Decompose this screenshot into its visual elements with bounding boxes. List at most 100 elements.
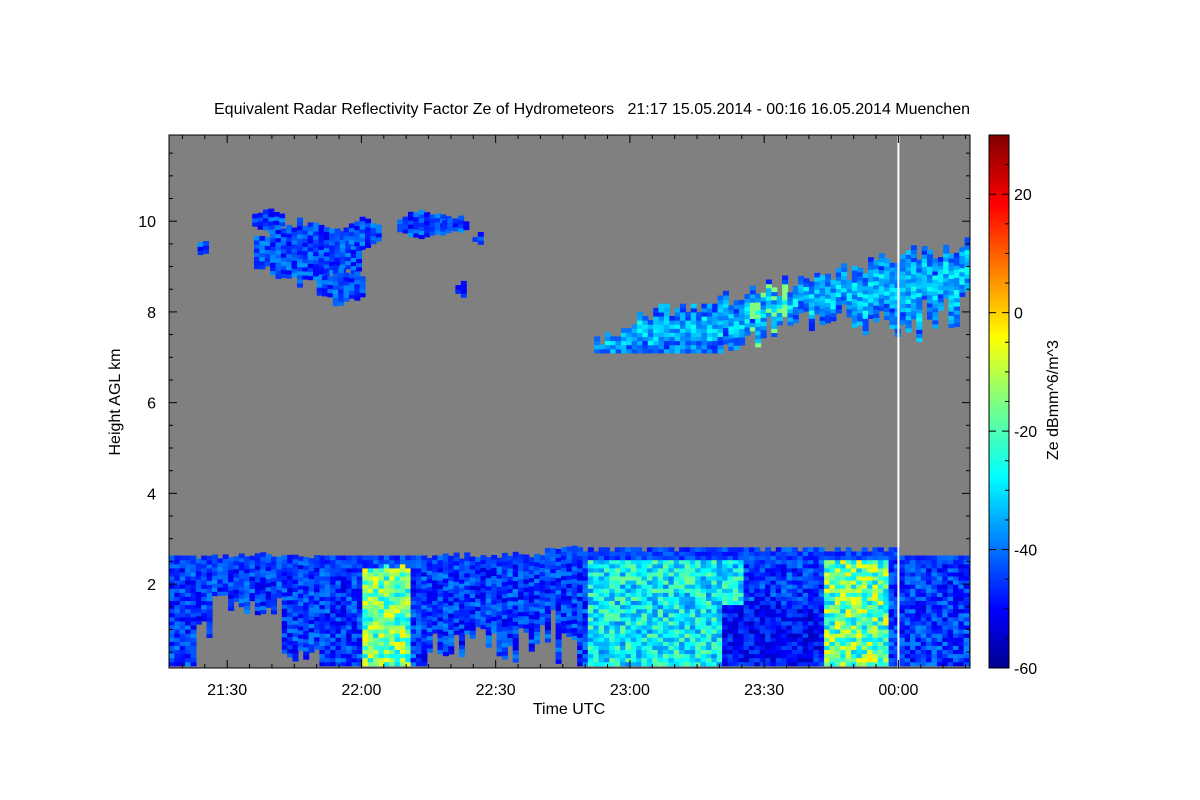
echo-cell — [555, 589, 562, 595]
echo-cell — [877, 588, 884, 593]
echo-cell — [442, 578, 449, 583]
echo-cell — [927, 306, 933, 312]
echo-cell — [442, 643, 449, 648]
echo-cell — [222, 562, 229, 568]
echo-cell — [716, 657, 723, 663]
echo-cell — [872, 608, 879, 614]
echo-cell — [706, 344, 713, 350]
echo-cell — [700, 547, 707, 552]
echo-cell — [577, 571, 584, 577]
echo-cell — [614, 584, 621, 589]
echo-cell — [706, 633, 712, 638]
echo-cell — [330, 575, 337, 581]
echo-cell — [888, 612, 895, 618]
echo-cell — [405, 637, 412, 642]
echo-cell — [748, 645, 755, 650]
echo-cell — [889, 291, 896, 297]
echo-cell — [561, 575, 567, 581]
echo-cell — [610, 340, 617, 346]
echo-cell — [249, 580, 256, 585]
echo-cell — [308, 582, 315, 588]
echo-cell — [814, 276, 821, 282]
echo-cell — [405, 555, 412, 561]
echo-cell — [652, 584, 659, 589]
echo-cell — [469, 630, 476, 635]
echo-cell — [834, 592, 841, 597]
echo-cell — [883, 620, 890, 626]
echo-cell — [728, 321, 735, 327]
echo-cell — [440, 230, 447, 236]
echo-cell — [459, 579, 465, 584]
echo-cell — [566, 583, 573, 588]
echo-cell — [448, 625, 455, 630]
echo-cell — [609, 604, 616, 610]
echo-cell — [335, 580, 342, 585]
echo-cell — [432, 620, 439, 626]
echo-cell — [668, 608, 675, 614]
echo-cell — [625, 575, 632, 581]
echo-cell — [260, 556, 267, 561]
echo-cell — [259, 264, 266, 270]
echo-cell — [566, 571, 573, 576]
echo-cell — [544, 576, 551, 582]
echo-cell — [571, 574, 578, 579]
echo-cell — [313, 267, 320, 273]
echo-cell — [845, 559, 852, 565]
echo-cell — [582, 629, 589, 634]
echo-cell — [684, 563, 691, 569]
echo-cell — [851, 612, 857, 618]
echo-cell — [539, 587, 546, 593]
echo-cell — [455, 289, 462, 294]
echo-cell — [824, 637, 831, 642]
echo-cell — [598, 641, 605, 646]
echo-cell — [927, 262, 933, 267]
echo-cell — [362, 555, 369, 561]
echo-cell — [716, 584, 723, 589]
echo-cell — [663, 555, 669, 561]
echo-cell — [700, 551, 707, 557]
echo-cell — [362, 645, 369, 650]
echo-cell — [775, 620, 782, 626]
echo-cell — [555, 618, 562, 624]
echo-cell — [287, 640, 294, 646]
echo-cell — [286, 233, 293, 238]
echo-cell — [313, 226, 320, 232]
echo-cell — [254, 610, 261, 616]
echo-cell — [797, 600, 804, 606]
echo-cell — [781, 657, 788, 663]
echo-cell — [663, 637, 669, 642]
echo-cell — [770, 612, 777, 618]
echo-cell — [394, 620, 401, 626]
echo-cell — [281, 591, 288, 597]
echo-cell — [636, 604, 643, 610]
echo-cell — [577, 624, 584, 630]
echo-cell — [485, 634, 492, 640]
echo-cell — [770, 592, 777, 597]
echo-cell — [323, 259, 330, 265]
echo-cell — [857, 304, 864, 310]
echo-cell — [953, 653, 959, 659]
echo-cell — [888, 637, 895, 642]
echo-cell — [582, 608, 589, 614]
echo-cell — [915, 661, 922, 667]
echo-cell — [636, 596, 643, 601]
echo-cell — [679, 616, 686, 622]
echo-cell — [636, 616, 643, 622]
echo-cell — [544, 609, 551, 614]
echo-cell — [802, 588, 809, 593]
echo-cell — [190, 633, 197, 638]
echo-cell — [716, 612, 723, 618]
echo-cell — [749, 293, 756, 299]
echo-cell — [910, 596, 916, 601]
echo-cell — [421, 575, 428, 581]
echo-cell — [706, 580, 712, 585]
echo-cell — [920, 588, 927, 593]
echo-cell — [185, 596, 192, 601]
echo-cell — [561, 628, 567, 634]
echo-cell — [292, 583, 299, 588]
echo-cell — [378, 555, 385, 561]
echo-cell — [319, 641, 326, 646]
echo-cell — [953, 555, 959, 561]
echo-cell — [308, 623, 315, 629]
echo-cell — [426, 643, 433, 649]
